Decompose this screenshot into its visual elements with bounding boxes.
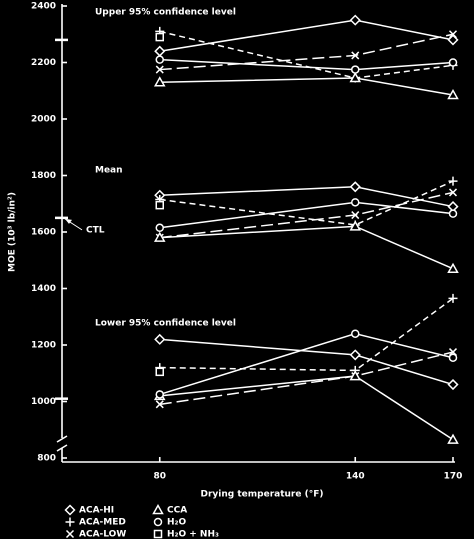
marker-circle — [153, 517, 163, 527]
marker-triangle — [349, 72, 362, 83]
marker-square — [155, 367, 164, 377]
marker-x — [155, 400, 164, 409]
marker-diamond — [154, 45, 166, 57]
y-tick-label: 1800 — [31, 171, 56, 181]
marker-x — [65, 529, 75, 539]
marker-diamond — [349, 181, 361, 193]
series-line — [159, 180, 454, 226]
annotation: Upper 95% confidence level — [95, 8, 236, 18]
legend-label: H₂O + NH₃ — [167, 530, 219, 539]
legend-label: ACA-LOW — [79, 530, 126, 539]
marker-circle — [351, 198, 360, 207]
marker-x — [448, 30, 458, 39]
annotation: Lower 95% confidence level — [95, 319, 236, 329]
x-axis-title: Drying temperature (°F) — [201, 490, 324, 500]
marker-circle — [351, 65, 360, 74]
marker-plus — [65, 517, 75, 527]
series-line — [159, 186, 454, 208]
axis-break — [56, 444, 68, 452]
marker-circle — [448, 209, 458, 218]
marker-triangle — [349, 220, 362, 231]
marker-x — [351, 51, 360, 60]
marker-x — [351, 211, 360, 220]
annotation: Mean — [95, 166, 123, 176]
marker-circle — [351, 329, 360, 338]
series-line — [159, 58, 454, 71]
series-line — [159, 201, 454, 229]
marker-diamond — [349, 349, 361, 361]
marker-square — [153, 529, 163, 539]
legend-label: ACA-HI — [79, 506, 114, 516]
marker-diamond — [447, 378, 459, 391]
legend-label: ACA-MED — [79, 518, 126, 528]
marker-square — [155, 32, 164, 42]
marker-diamond — [349, 14, 361, 26]
marker-diamond — [64, 504, 76, 516]
legend-label: H₂O — [167, 518, 186, 528]
y-tick-label: 1400 — [31, 284, 56, 294]
marker-triangle — [447, 88, 459, 100]
x-tick-label: 140 — [346, 472, 365, 482]
marker-diamond — [447, 34, 459, 46]
marker-circle — [448, 58, 458, 67]
series-line — [159, 351, 454, 406]
ctl-arrowhead — [65, 218, 72, 224]
marker-circle — [448, 353, 458, 362]
series-line — [159, 375, 454, 441]
marker-circle — [155, 390, 164, 399]
marker-plus — [448, 176, 458, 186]
marker-triangle — [153, 231, 166, 242]
marker-x — [448, 188, 458, 197]
series-line — [159, 77, 454, 96]
x-tick-label: 80 — [153, 472, 166, 482]
marker-plus — [448, 293, 458, 303]
marker-triangle — [153, 76, 166, 87]
marker-circle — [155, 55, 164, 64]
y-tick-label: 800 — [37, 454, 56, 464]
y-tick-label: 2000 — [31, 115, 56, 125]
marker-triangle — [152, 503, 164, 515]
axis-break — [56, 435, 68, 443]
y-tick-label: 1200 — [31, 341, 56, 351]
x-tick-label: 170 — [444, 472, 463, 482]
series-line — [159, 30, 454, 79]
y-tick-label: 2400 — [31, 2, 56, 12]
y-tick-label: 1600 — [31, 228, 56, 238]
series-line — [159, 19, 454, 52]
series-line — [159, 191, 454, 239]
marker-square — [155, 200, 164, 210]
marker-triangle — [447, 433, 459, 444]
ctl-label: CTL — [86, 225, 105, 235]
series-line — [159, 338, 454, 386]
y-tick-label: 2200 — [31, 58, 56, 68]
marker-triangle — [447, 262, 459, 273]
legend-label: CCA — [167, 506, 187, 516]
y-axis-title: MOE (10³ lb/in²) — [8, 192, 18, 272]
marker-diamond — [154, 333, 166, 345]
y-tick-label: 1000 — [31, 397, 56, 407]
marker-circle — [155, 223, 164, 233]
series-line — [159, 33, 454, 71]
marker-triangle — [349, 370, 362, 381]
marker-x — [155, 65, 164, 74]
series-line — [159, 297, 454, 372]
